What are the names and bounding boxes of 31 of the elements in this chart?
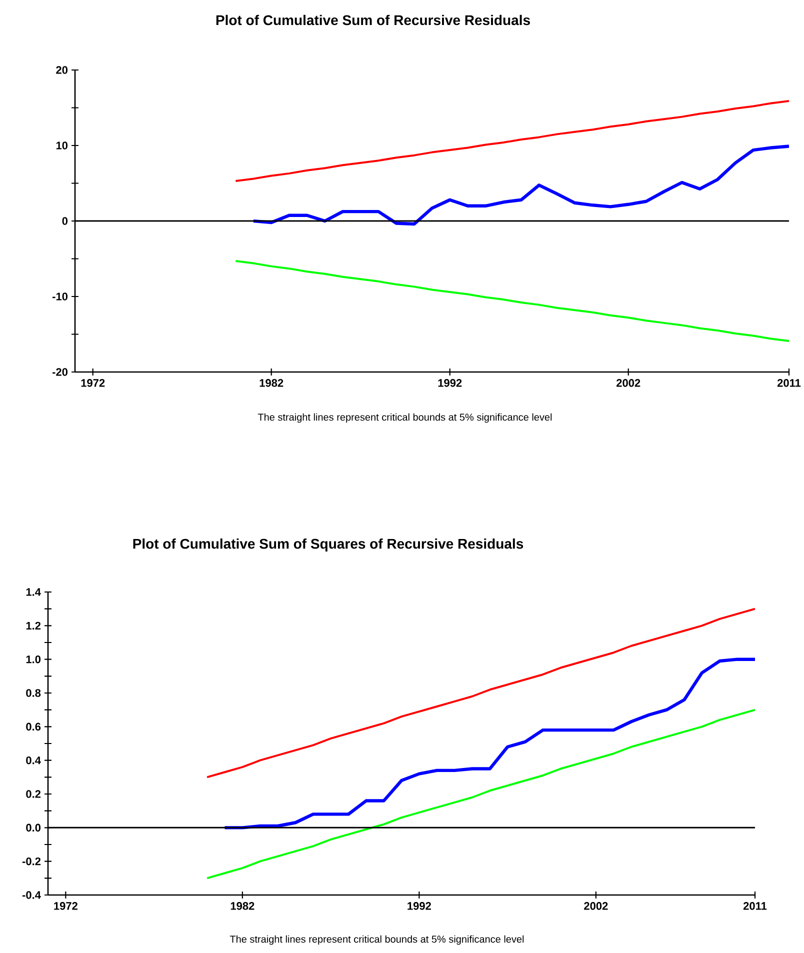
x-tick-label: 1992	[408, 902, 431, 910]
text: The straight lines represent critical bounds at 5% significance level	[230, 935, 524, 945]
y-tick-label: -0.2	[22, 857, 41, 866]
y-tick-label: 10	[56, 142, 68, 150]
x-tick-label: 2002	[584, 902, 608, 910]
chart-title: Plot of Cumulative Sum of Squares of Recursive Residuals	[133, 538, 524, 552]
y-tick-label: -0.4	[22, 891, 41, 899]
y-tick-label: 1.4	[26, 588, 41, 596]
x-tick-label: 2011	[743, 902, 767, 910]
chart-title: Plot of Cumulative Sum of Recursive Residuals	[216, 14, 530, 26]
y-tick-label: 0.8	[26, 689, 41, 697]
y-tick-label: -10	[52, 292, 68, 300]
text: The straight lines represent critical bounds at 5% significance level	[258, 413, 552, 423]
x-tick-label: 1992	[438, 379, 462, 387]
y-tick-label: 0.0	[26, 824, 41, 832]
x-tick-label: 1972	[81, 379, 105, 387]
y-tick-label: 20	[56, 66, 68, 74]
line-series	[234, 100, 790, 182]
x-tick-label: 2011	[777, 379, 801, 387]
x-tick-label: 1982	[260, 379, 284, 387]
x-tick-label: 1972	[54, 902, 78, 910]
x-tick-label: 2002	[616, 379, 640, 387]
y-tick-label: -20	[52, 368, 68, 376]
y-tick-label: 1.0	[26, 655, 41, 664]
y-tick-label: 1.2	[26, 622, 41, 630]
y-tick-label: 0	[62, 217, 68, 225]
y-tick-label: 0.6	[26, 722, 41, 731]
y-tick-label: 0.2	[26, 790, 41, 798]
x-tick-label: 1982	[230, 902, 254, 910]
y-tick-label: 0.4	[26, 756, 41, 764]
line-series	[234, 260, 790, 342]
